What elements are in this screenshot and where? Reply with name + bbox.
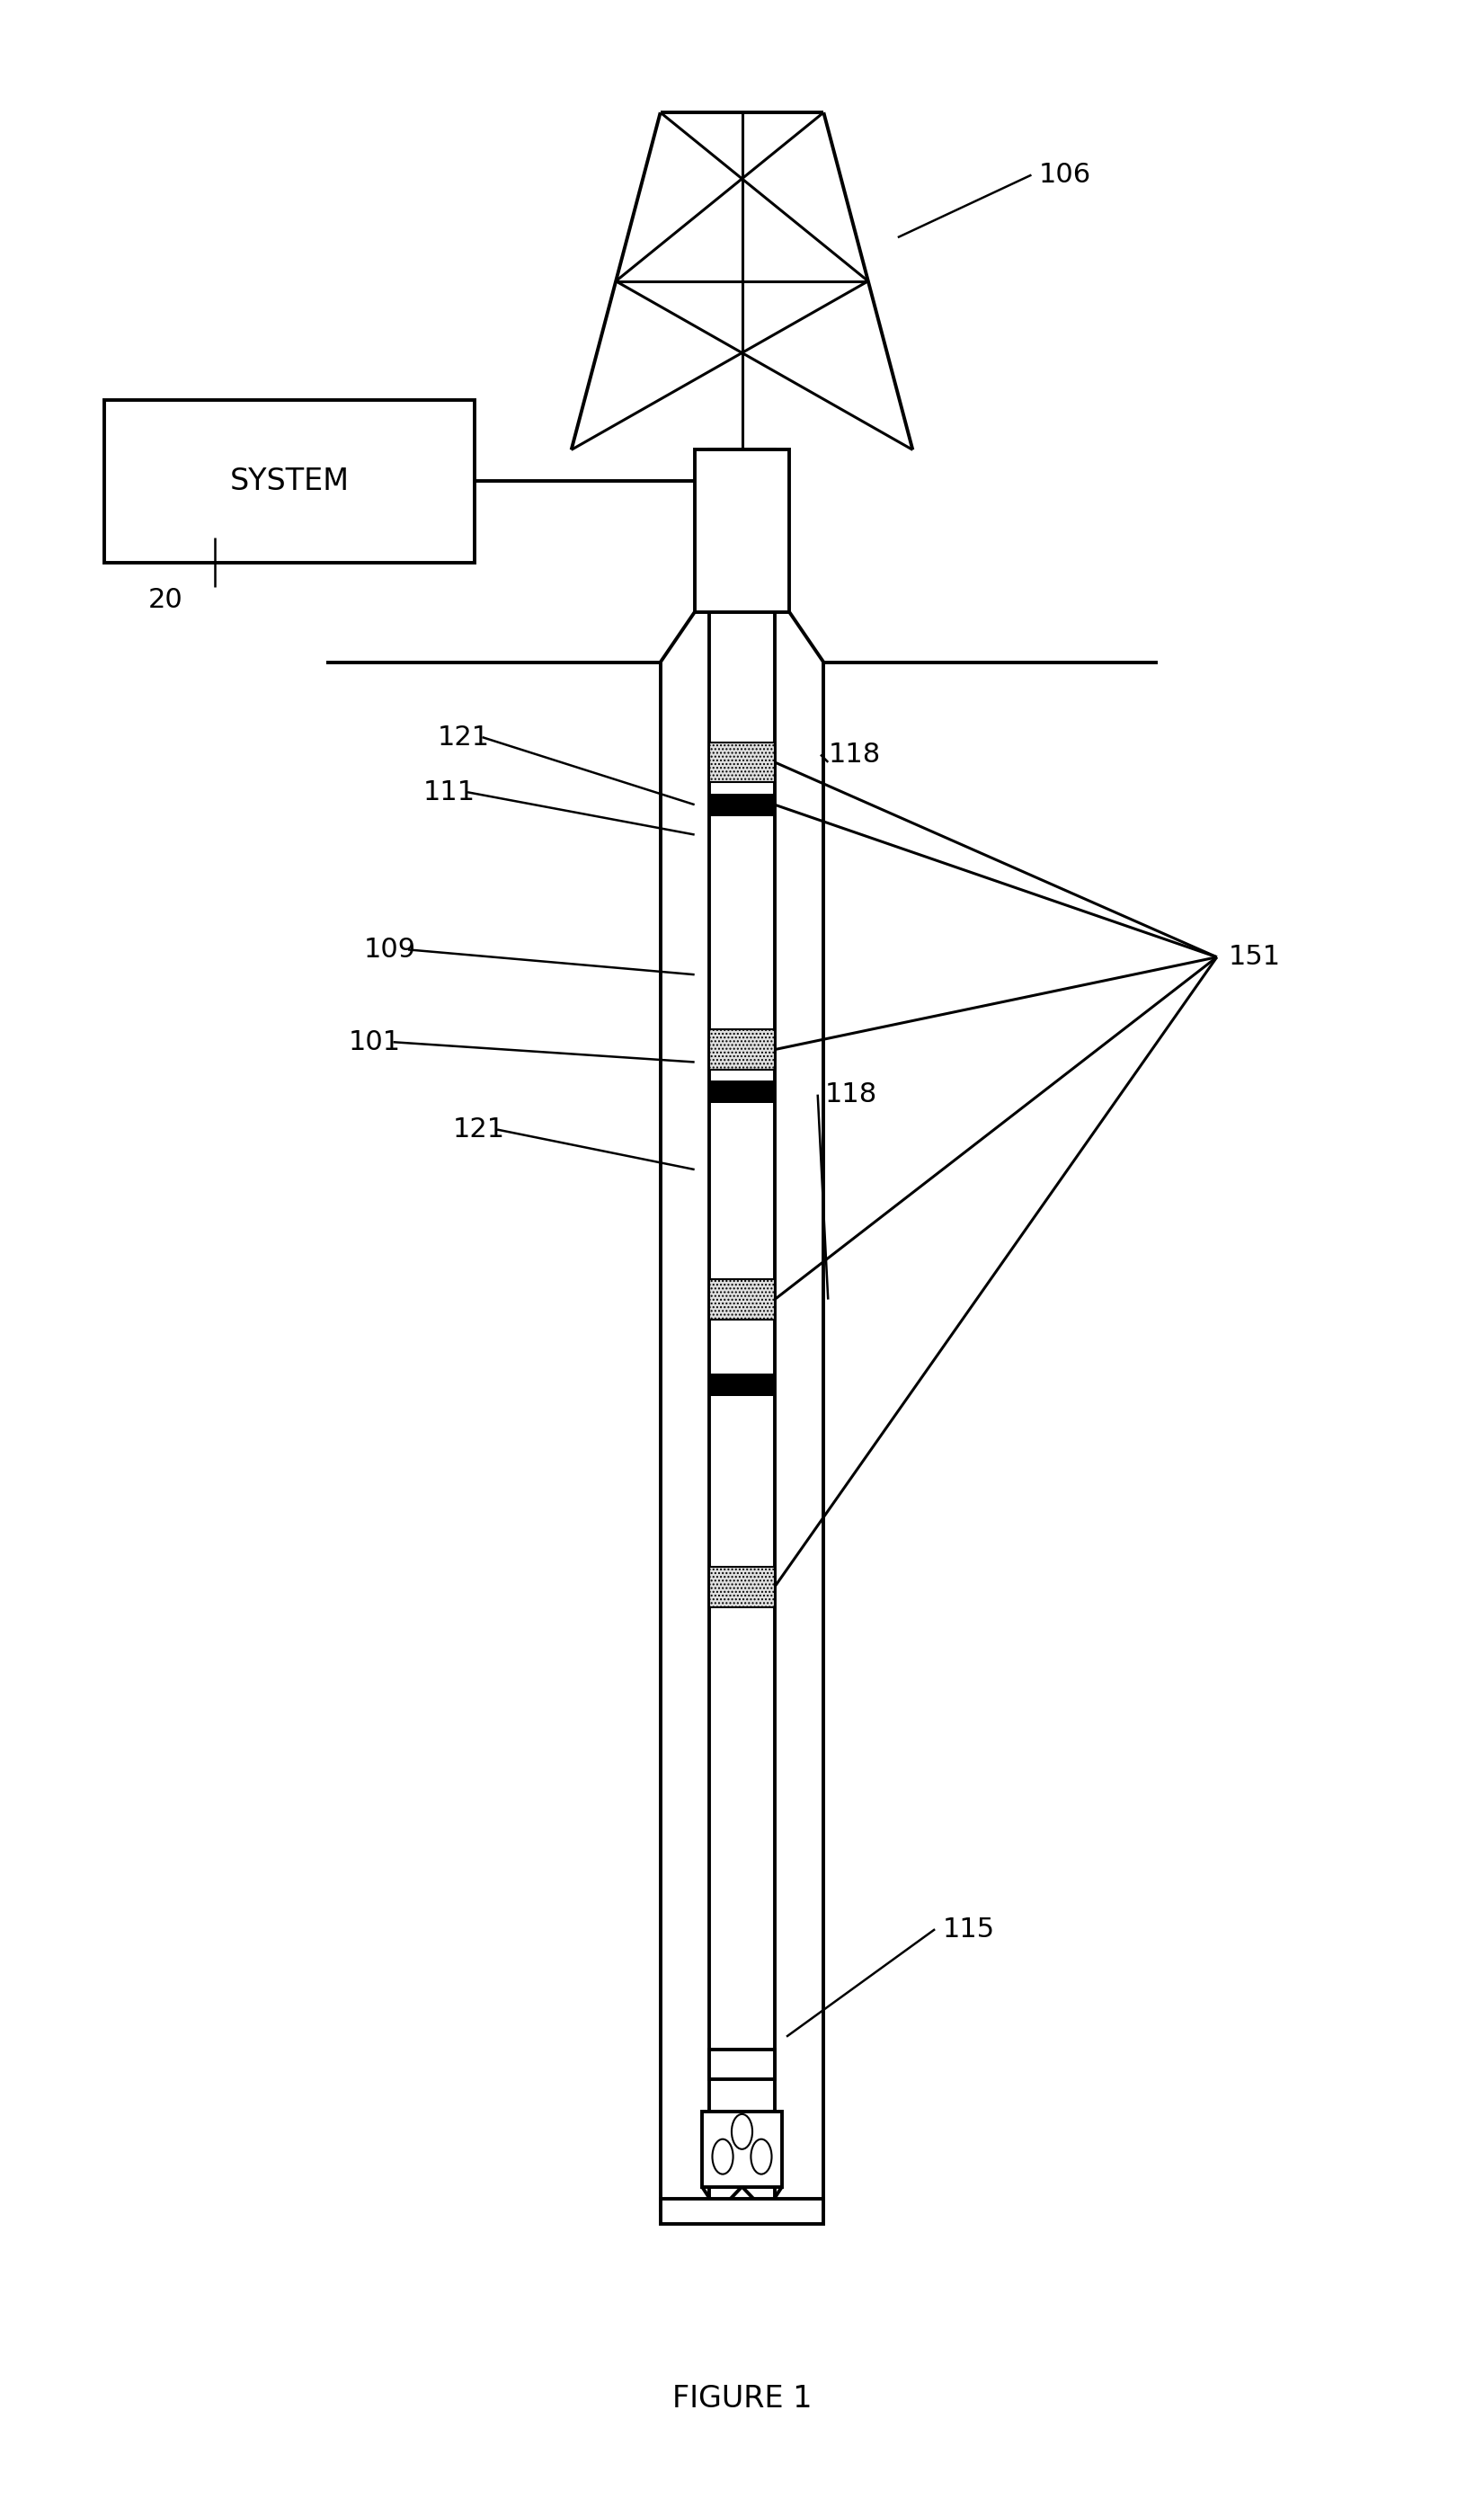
- Text: 118: 118: [828, 742, 880, 767]
- Bar: [695, 450, 789, 612]
- Bar: [660, 2199, 824, 2224]
- Text: 121: 121: [438, 725, 490, 750]
- Bar: [709, 1567, 775, 1607]
- Text: 106: 106: [1039, 162, 1091, 187]
- Text: 109: 109: [364, 937, 416, 962]
- Text: SYSTEM: SYSTEM: [230, 467, 349, 495]
- Text: 115: 115: [942, 1917, 994, 1942]
- Text: 118: 118: [825, 1082, 877, 1107]
- Text: 151: 151: [1229, 945, 1281, 970]
- Bar: [104, 400, 475, 562]
- Bar: [702, 2112, 782, 2187]
- Bar: [709, 1030, 775, 1070]
- Bar: [709, 2049, 775, 2079]
- Text: 20: 20: [148, 587, 183, 612]
- Bar: [709, 742, 775, 782]
- Bar: [709, 1082, 775, 1105]
- Bar: [709, 1279, 775, 1319]
- Bar: [709, 1372, 775, 1394]
- Text: 121: 121: [453, 1117, 505, 1142]
- Text: FIGURE 1: FIGURE 1: [672, 2384, 812, 2414]
- Text: 111: 111: [423, 780, 475, 805]
- Bar: [709, 450, 775, 2212]
- Bar: [709, 792, 775, 815]
- Text: 101: 101: [349, 1030, 401, 1055]
